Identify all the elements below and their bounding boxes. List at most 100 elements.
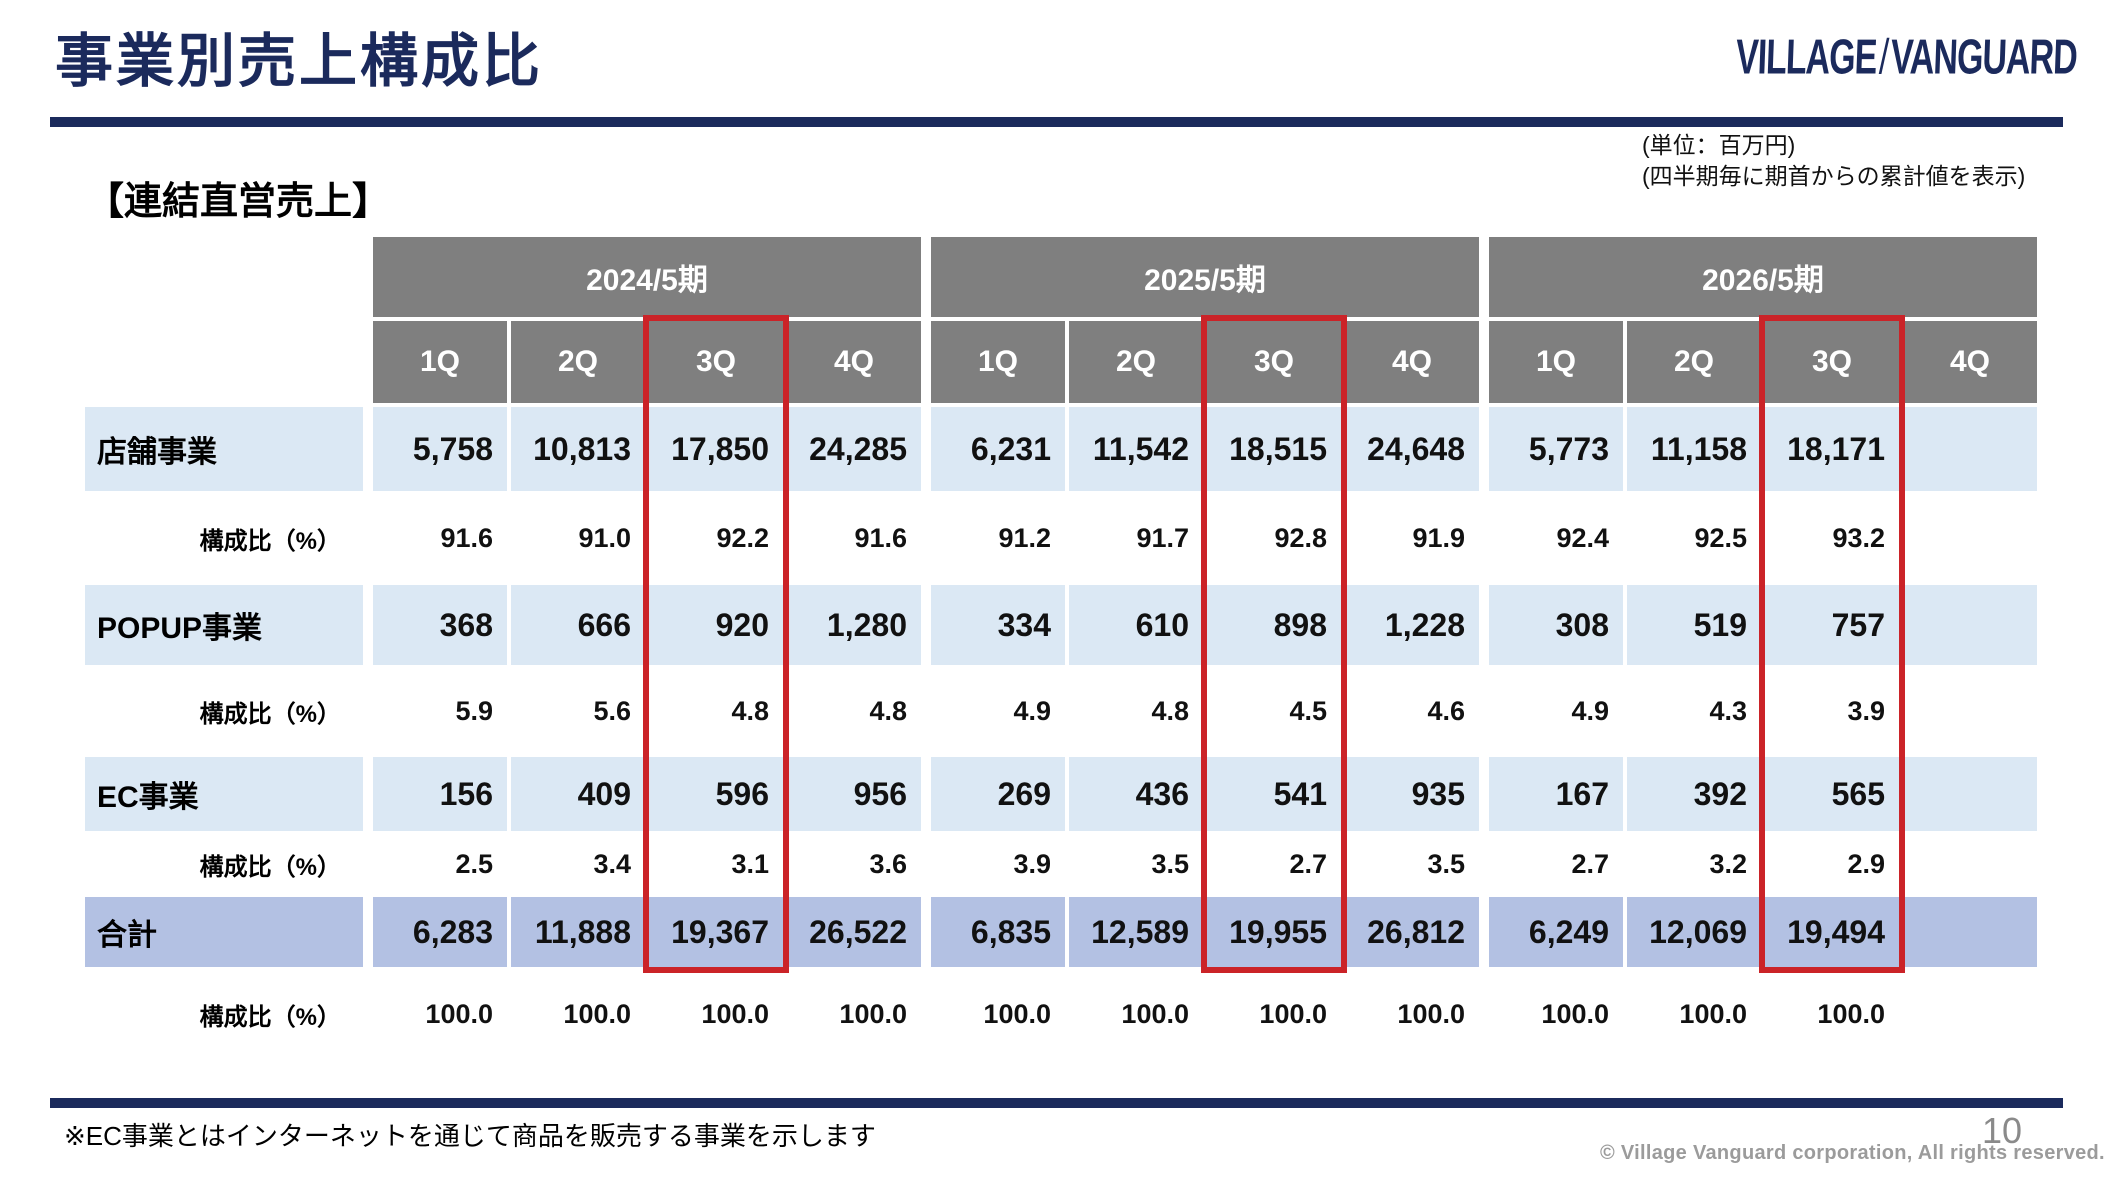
table-cell: 334 <box>931 585 1065 665</box>
table-cell: 3.5 <box>1151 848 1189 879</box>
table-cell: 18,515 <box>1207 407 1341 491</box>
table-cell: 11,542 <box>1069 407 1203 491</box>
table-cell: 167 <box>1489 757 1623 831</box>
village-vanguard-logo: VILLAGE/VANGUARD <box>1735 30 2078 87</box>
cumulative-note: (四半期毎に期首からの累計値を表示) <box>1642 163 2026 190</box>
table-cell: 3.5 <box>1427 848 1465 879</box>
table-cell: 3.6 <box>869 848 907 879</box>
table-cell: 156 <box>373 757 507 831</box>
quarter-header-spacer <box>85 321 363 403</box>
year-header-spacer <box>85 237 363 317</box>
table-cell <box>1903 757 2037 831</box>
table-cell: 100.0 <box>983 998 1051 1029</box>
quarter-header: 3Q <box>1207 321 1341 403</box>
table-cell: 100.0 <box>701 998 769 1029</box>
table-cell: 19,955 <box>1207 897 1341 967</box>
table-row-ec-sales: EC事業 156 409 596 956 269 436 541 935 167… <box>85 757 2037 831</box>
table-cell: 4.3 <box>1709 695 1747 726</box>
row-group-2024: 2.5 3.4 3.1 3.6 <box>373 835 921 893</box>
row-group-2024: 6,283 11,888 19,367 26,522 <box>373 897 921 967</box>
quarter-header: 2Q <box>511 321 645 403</box>
table-cell: 4.6 <box>1427 695 1465 726</box>
table-cell: 92.5 <box>1694 522 1747 553</box>
table-cell: 11,888 <box>511 897 645 967</box>
table-cell: 17,850 <box>649 407 783 491</box>
table-cell <box>1903 971 2037 1057</box>
table-cell: 3.9 <box>1847 695 1885 726</box>
table-cell: 19,367 <box>649 897 783 967</box>
year-header-2024: 2024/5期 <box>373 237 921 317</box>
table-cell: 100.0 <box>1541 998 1609 1029</box>
quarter-header: 4Q <box>787 321 921 403</box>
table-cell: 4.8 <box>731 695 769 726</box>
table-cell: 18,171 <box>1765 407 1899 491</box>
table-cell: 935 <box>1345 757 1479 831</box>
table-cell: 11,158 <box>1627 407 1761 491</box>
table-cell: 409 <box>511 757 645 831</box>
table-cell: 100.0 <box>563 998 631 1029</box>
table-cell <box>1903 897 2037 967</box>
table-cell: 91.6 <box>854 522 907 553</box>
table-cell <box>1903 835 2037 893</box>
table-cell <box>1903 585 2037 665</box>
table-cell: 920 <box>649 585 783 665</box>
table-cell: 92.2 <box>716 522 769 553</box>
table-cell: 2.5 <box>455 848 493 879</box>
quarter-header: 2Q <box>1627 321 1761 403</box>
row-label: 構成比（%） <box>199 527 341 555</box>
table-cell: 5,773 <box>1489 407 1623 491</box>
row-group-2025: 6,835 12,589 19,955 26,812 <box>931 897 1479 967</box>
table-cell: 666 <box>511 585 645 665</box>
year-header-row: 2024/5期 2025/5期 2026/5期 <box>85 237 2037 317</box>
table-cell: 2.9 <box>1847 848 1885 879</box>
row-group-2026: 167 392 565 <box>1489 757 2037 831</box>
table-cell: 610 <box>1069 585 1203 665</box>
table-cell: 100.0 <box>1679 998 1747 1029</box>
quarter-header: 1Q <box>373 321 507 403</box>
table-cell: 100.0 <box>1397 998 1465 1029</box>
table-cell: 100.0 <box>425 998 493 1029</box>
table-cell: 12,589 <box>1069 897 1203 967</box>
quarter-group-2025: 1Q 2Q 3Q 4Q <box>931 321 1479 403</box>
table-cell: 92.8 <box>1274 522 1327 553</box>
table-cell <box>1903 407 2037 491</box>
table-cell: 6,249 <box>1489 897 1623 967</box>
row-group-2026: 6,249 12,069 19,494 <box>1489 897 2037 967</box>
table-cell: 93.2 <box>1832 522 1885 553</box>
table-cell: 4.9 <box>1571 695 1609 726</box>
table-cell: 91.2 <box>998 522 1051 553</box>
row-group-2025: 6,231 11,542 18,515 24,648 <box>931 407 1479 491</box>
table-cell: 91.9 <box>1412 522 1465 553</box>
sales-composition-table: 2024/5期 2025/5期 2026/5期 1Q 2Q 3Q 4Q 1Q 2… <box>85 237 2037 1061</box>
row-group-2024: 5,758 10,813 17,850 24,285 <box>373 407 921 491</box>
table-cell: 19,494 <box>1765 897 1899 967</box>
table-cell: 6,835 <box>931 897 1065 967</box>
page-title: 事業別売上構成比 <box>55 29 544 94</box>
quarter-group-2024: 1Q 2Q 3Q 4Q <box>373 321 921 403</box>
row-group-2024: 91.6 91.0 92.2 91.6 <box>373 495 921 581</box>
row-label: EC事業 <box>85 757 363 831</box>
table-cell: 596 <box>649 757 783 831</box>
table-cell: 4.9 <box>1013 695 1051 726</box>
quarter-group-2026: 1Q 2Q 3Q 4Q <box>1489 321 2037 403</box>
year-header-2026: 2026/5期 <box>1489 237 2037 317</box>
table-cell: 898 <box>1207 585 1341 665</box>
table-row-popup-share: 構成比（%） 5.9 5.6 4.8 4.8 4.9 4.8 4.5 4.6 4… <box>85 669 2037 753</box>
table-row-total-share: 構成比（%） 100.0 100.0 100.0 100.0 100.0 100… <box>85 971 2037 1057</box>
row-label: 構成比（%） <box>199 700 341 728</box>
table-cell: 1,280 <box>787 585 921 665</box>
table-cell: 436 <box>1069 757 1203 831</box>
table-cell: 12,069 <box>1627 897 1761 967</box>
row-group-2025: 3.9 3.5 2.7 3.5 <box>931 835 1479 893</box>
table-cell: 6,283 <box>373 897 507 967</box>
table-row-total-sales: 合計 6,283 11,888 19,367 26,522 6,835 12,5… <box>85 897 2037 967</box>
table-cell: 1,228 <box>1345 585 1479 665</box>
row-label: 構成比（%） <box>199 853 341 881</box>
section-label: 【連結直営売上】 <box>86 181 391 223</box>
table-row-store-sales: 店舗事業 5,758 10,813 17,850 24,285 6,231 11… <box>85 407 2037 491</box>
table-cell: 24,648 <box>1345 407 1479 491</box>
row-group-2026: 308 519 757 <box>1489 585 2037 665</box>
table-cell: 541 <box>1207 757 1341 831</box>
table-cell: 368 <box>373 585 507 665</box>
